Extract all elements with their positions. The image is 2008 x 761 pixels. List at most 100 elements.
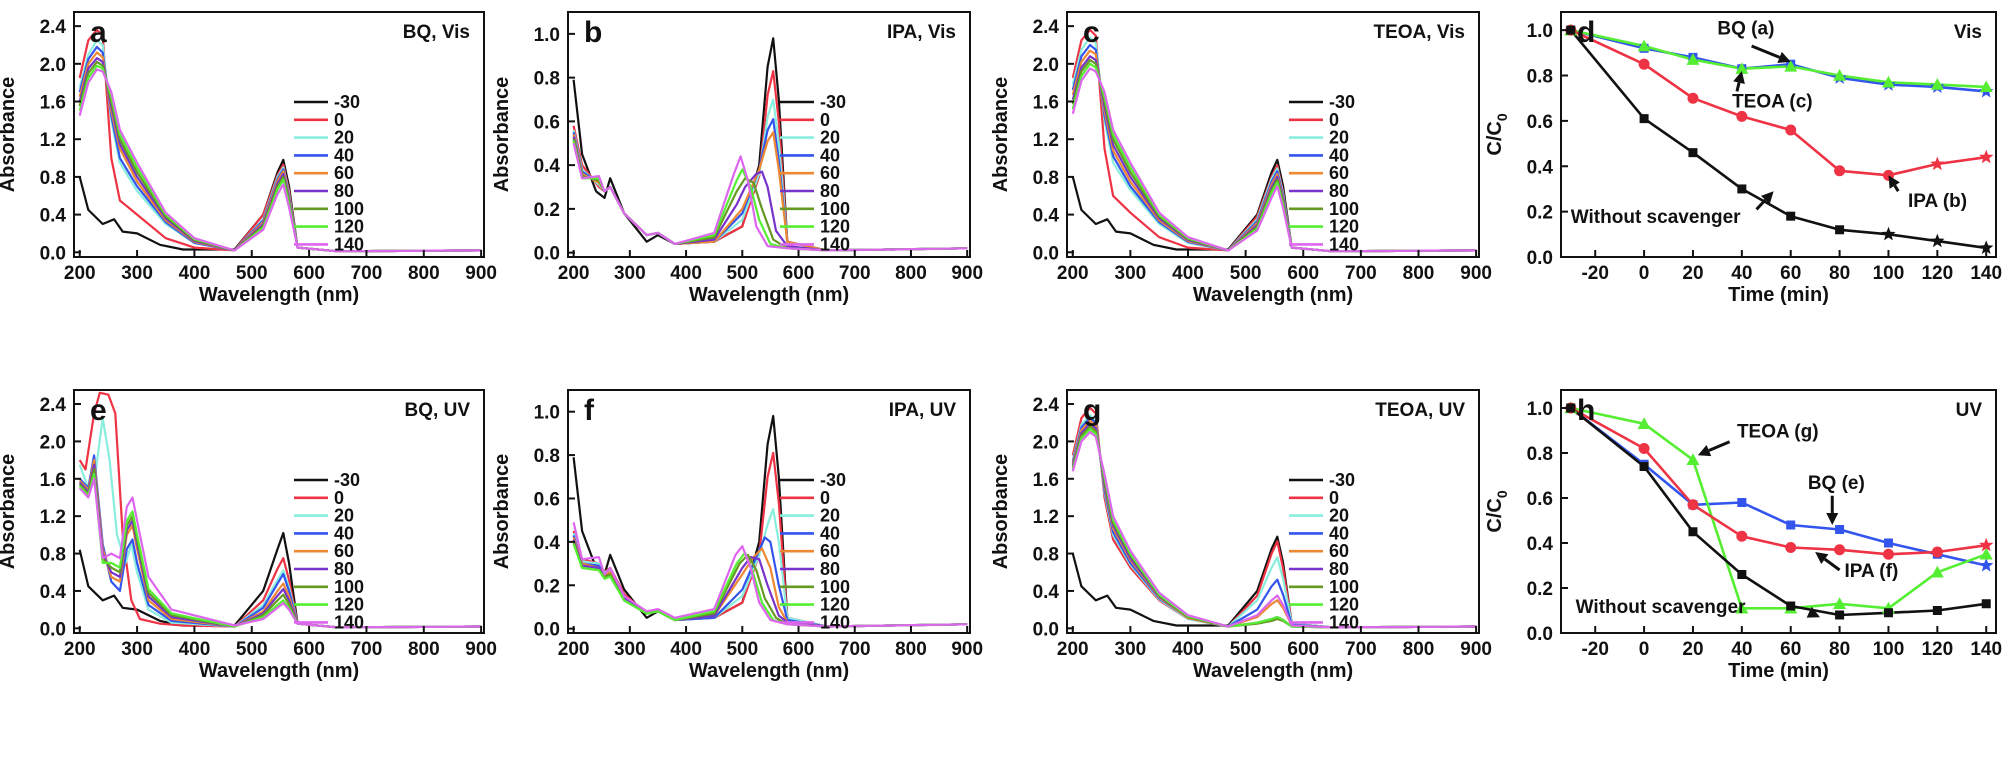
x-tick-label: 300 — [1115, 263, 1147, 284]
data-point — [1736, 110, 1748, 122]
y-axis-title: Absorbance — [0, 77, 19, 193]
series-line — [78, 473, 482, 629]
series-line — [572, 451, 968, 628]
condition-label: IPA, UV — [889, 400, 957, 421]
data-point — [1835, 225, 1845, 235]
x-tick-label: 500 — [236, 639, 268, 660]
x-tick-label: 800 — [408, 639, 440, 660]
data-point — [1931, 546, 1943, 558]
y-tick-label: 0.4 — [40, 206, 67, 227]
data-point — [1686, 53, 1700, 65]
y-tick-label: 0.6 — [534, 489, 560, 510]
x-tick-label: 700 — [839, 639, 871, 660]
y-tick-label: 2.0 — [40, 55, 66, 76]
y-tick-label: 0.8 — [534, 69, 560, 90]
x-axis-title: Wavelength (nm) — [199, 660, 359, 682]
x-axis-title: Wavelength (nm) — [689, 284, 849, 306]
y-tick-label: 0.4 — [1033, 206, 1060, 227]
series-line — [572, 138, 968, 252]
y-tick-label: 0.4 — [1033, 582, 1060, 603]
data-point — [1930, 233, 1945, 248]
data-point — [1979, 537, 1994, 552]
y-axis-title: C/C0 — [1484, 490, 1510, 532]
y-tick-label: 0.0 — [1033, 243, 1059, 264]
y-tick-label: 2.0 — [1033, 55, 1059, 76]
legend-label: 80 — [820, 181, 840, 201]
legend-label: 80 — [334, 559, 354, 579]
x-tick-label: 600 — [783, 263, 815, 284]
y-axis-title: Absorbance — [0, 454, 19, 570]
arrow-head — [1815, 552, 1829, 564]
y-tick-label: 1.2 — [40, 130, 66, 151]
x-tick-label: 40 — [1731, 639, 1752, 660]
y-tick-label: 0.4 — [534, 533, 561, 554]
series-line — [1071, 416, 1477, 629]
series-group — [1071, 406, 1477, 629]
panel-g: 200 300 400 500 600 700 800 9000.00.40.81.21.62… — [990, 389, 1492, 682]
legend-label: 80 — [1329, 181, 1349, 201]
annotation-arrow — [1708, 440, 1731, 452]
legend-label: 140 — [334, 234, 364, 254]
y-tick-label: 1.2 — [1033, 507, 1059, 528]
annotation-label: BQ (a) — [1717, 19, 1774, 40]
legend-label: 80 — [334, 181, 354, 201]
data-point — [1688, 527, 1698, 537]
x-tick-label: 800 — [895, 639, 927, 660]
y-tick-label: 0.6 — [1527, 112, 1553, 133]
arrow-head — [1697, 445, 1712, 457]
data-point — [1736, 530, 1748, 542]
series-line — [78, 45, 482, 253]
y-tick-label: 0.8 — [40, 545, 66, 566]
data-point — [1979, 80, 1993, 93]
y-tick-label: 2.4 — [40, 17, 67, 38]
x-tick-label: 700 — [839, 263, 871, 284]
legend-label: 40 — [1329, 523, 1349, 543]
annotation: IPA (f) — [1815, 552, 1898, 582]
data-point — [1687, 92, 1699, 104]
data-point — [1566, 25, 1576, 35]
legend-label: 60 — [820, 541, 840, 561]
y-axis-title: Absorbance — [491, 454, 513, 570]
x-tick-label: -20 — [1581, 263, 1608, 284]
y-tick-label: 1.0 — [1527, 21, 1553, 42]
series-line — [78, 57, 482, 253]
series-line — [572, 522, 968, 628]
y-tick-label: 1.2 — [40, 507, 66, 528]
x-tick-label: 40 — [1731, 263, 1752, 284]
x-tick-label: -20 — [1581, 639, 1608, 660]
x-tick-label: 120 — [1921, 639, 1953, 660]
series-line — [572, 537, 968, 628]
plot-frame — [1560, 389, 1997, 634]
data-point — [1881, 75, 1895, 88]
x-tick-label: 140 — [1970, 639, 2002, 660]
x-tick-label: 80 — [1829, 263, 1850, 284]
x-tick-label: 300 — [121, 263, 153, 284]
data-point — [1735, 601, 1749, 614]
data-point — [1930, 565, 1944, 578]
condition-label: Vis — [1954, 22, 1982, 43]
series-line — [1071, 414, 1477, 629]
series-group — [1071, 28, 1477, 253]
series-line — [572, 535, 968, 628]
legend-label: 80 — [820, 559, 840, 579]
x-tick-label: 100 — [1873, 639, 1905, 660]
condition-label: BQ, Vis — [403, 22, 470, 43]
y-tick-label: 1.6 — [1033, 93, 1059, 114]
data-point — [1981, 599, 1991, 609]
annotation: BQ (e) — [1808, 473, 1865, 525]
panel-letter: g — [1083, 394, 1101, 427]
plot-frame — [73, 389, 485, 634]
panel-d: -20 0 20 40 60 80 100 120 140 0.0 0.2 0.4 0.6 0.8 1.0 T… — [1484, 11, 2002, 306]
data-point — [1979, 149, 1994, 164]
arrow-head — [1761, 191, 1774, 205]
y-tick-label: 0.0 — [40, 619, 66, 640]
y-tick-label: 0.2 — [534, 200, 560, 221]
y-tick-label: 0.6 — [534, 112, 560, 133]
y-tick-label: 2.4 — [1033, 17, 1060, 38]
arrow-head — [1826, 513, 1839, 525]
x-axis-title: Wavelength (nm) — [689, 660, 849, 682]
x-tick-label: 400 — [670, 639, 702, 660]
